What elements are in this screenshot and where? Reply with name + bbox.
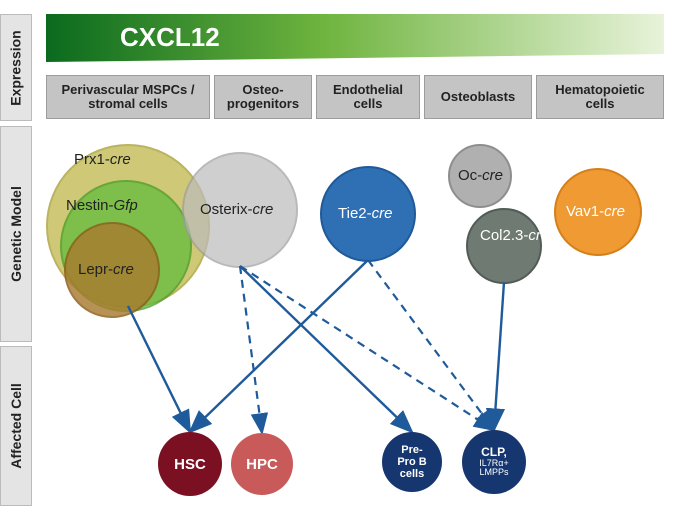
cell-header-3: Osteoblasts: [424, 75, 532, 119]
row-label-genetic: Genetic Model: [0, 126, 32, 342]
arrow-4: [240, 266, 262, 433]
expression-label: CXCL12: [120, 22, 220, 53]
affected-hpc: HPC: [231, 433, 293, 495]
model-label-prx1: Prx1-cre: [74, 152, 131, 168]
model-circle-col23: [466, 208, 542, 284]
model-label-nestin: Nestin-Gfp: [66, 198, 138, 214]
arrow-1: [240, 266, 412, 432]
row-label-affected: Affected Cell: [0, 346, 32, 506]
arrow-5: [240, 266, 494, 430]
model-label-lepr: Lepr-cre: [78, 262, 134, 278]
model-label-vav1: Vav1-cre: [566, 204, 625, 220]
model-label-col23: Col2.3-cre: [480, 228, 549, 244]
affected-clp: CLP,IL7Rα+LMPPs: [462, 430, 526, 494]
row-label-expression: Expression: [0, 14, 32, 121]
arrow-0: [128, 306, 190, 432]
arrow-2: [190, 260, 368, 432]
affected-hsc: HSC: [158, 432, 222, 496]
cell-header-2: Endothelialcells: [316, 75, 420, 119]
affected-preb: Pre-Pro Bcells: [382, 432, 442, 492]
arrow-3: [494, 282, 504, 430]
cell-header-4: Hematopoieticcells: [536, 75, 664, 119]
model-label-osterix: Osterix-cre: [200, 202, 273, 218]
model-label-oc: Oc-cre: [458, 168, 503, 184]
cell-header-0: Perivascular MSPCs /stromal cells: [46, 75, 210, 119]
cell-header-1: Osteo-progenitors: [214, 75, 312, 119]
arrow-6: [368, 260, 494, 430]
model-label-tie2: Tie2-cre: [338, 206, 392, 222]
